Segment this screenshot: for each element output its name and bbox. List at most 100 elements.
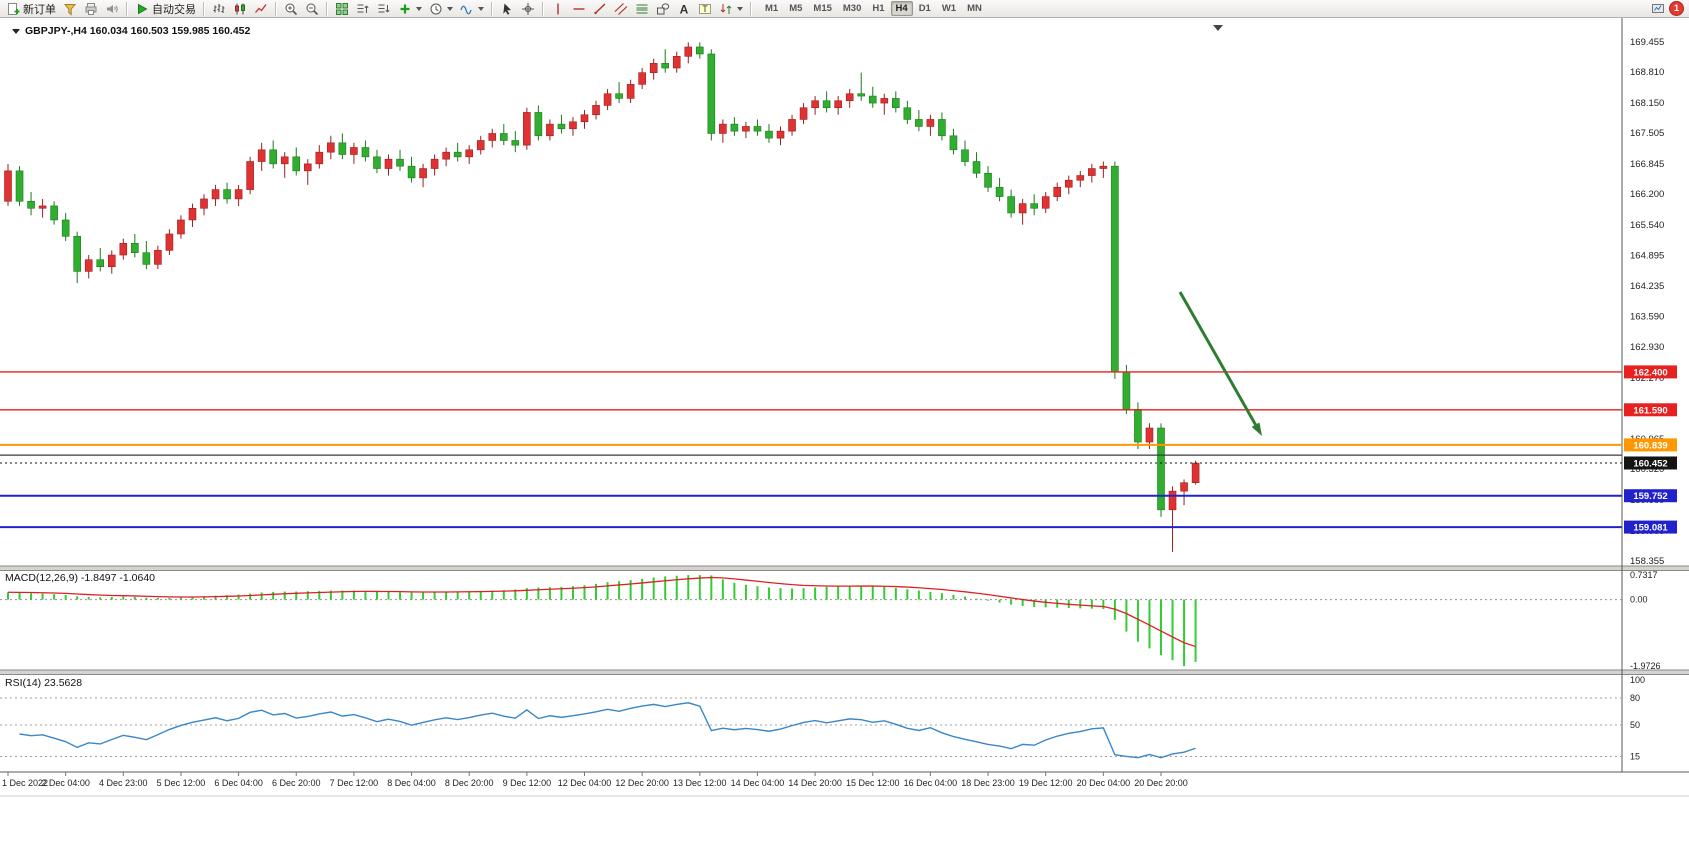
- trend-arrow-annotation[interactable]: [1178, 291, 1262, 436]
- text-t-icon: T: [698, 2, 712, 16]
- chart-title-text: GBPJPY-,H4 160.034 160.503 159.985 160.4…: [25, 25, 251, 37]
- toolbar-separator: [126, 1, 128, 16]
- candle-body: [223, 189, 231, 200]
- candle-body: [73, 236, 81, 272]
- panel-splitter[interactable]: [0, 566, 1689, 571]
- candle-body: [1076, 175, 1085, 181]
- cursor-icon: [500, 2, 514, 16]
- candle-body: [27, 200, 35, 209]
- toolbar-autotrading-label: 自动交易: [152, 3, 196, 16]
- svg-text:162.270: 162.270: [1630, 373, 1664, 384]
- toolbar-zoom-out-button[interactable]: [302, 0, 322, 18]
- svg-text:100: 100: [1630, 675, 1645, 685]
- candle-body: [350, 147, 358, 155]
- candle-body: [765, 130, 773, 139]
- toolbar-fibonacci-button[interactable]: [632, 0, 652, 18]
- svg-text:167.505: 167.505: [1630, 128, 1664, 139]
- toolbar-new-order-button[interactable]: 新订单: [3, 0, 59, 18]
- terminal-icon[interactable]: [1651, 2, 1665, 16]
- svg-text:6 Dec 20:00: 6 Dec 20:00: [272, 778, 321, 788]
- toolbar-arrows-button[interactable]: [716, 0, 746, 18]
- svg-text:162.930: 162.930: [1630, 342, 1664, 353]
- timeframe-switcher: M1 M5 M15 M30 H1 H4 D1 W1 MN: [760, 1, 987, 16]
- toolbar-trendline-button[interactable]: [590, 0, 610, 18]
- toolbar-vertical-line-button[interactable]: [548, 0, 568, 18]
- candle-body: [523, 112, 531, 146]
- toolbar-line-chart-mode-button[interactable]: [251, 0, 271, 18]
- candle-body: [788, 119, 796, 132]
- svg-text:18 Dec 23:00: 18 Dec 23:00: [961, 778, 1015, 788]
- toolbar-templates-button[interactable]: [457, 0, 487, 18]
- toolbar-crosshair-button[interactable]: [518, 0, 538, 18]
- svg-text:164.895: 164.895: [1630, 250, 1664, 261]
- toolbar-print-button[interactable]: [81, 0, 101, 18]
- candle-body: [961, 149, 969, 162]
- candle-body: [580, 114, 589, 123]
- svg-text:9 Dec 12:00: 9 Dec 12:00: [503, 778, 552, 788]
- timeframe-h4-button[interactable]: H4: [890, 1, 913, 16]
- candle-body: [1053, 186, 1062, 197]
- panel-splitter[interactable]: [0, 670, 1689, 675]
- candle-body: [742, 126, 750, 132]
- notification-badge[interactable]: 1: [1669, 1, 1684, 16]
- toolbar-candlestick-mode-button[interactable]: [230, 0, 250, 18]
- timeframe-mn-button[interactable]: MN: [967, 3, 982, 14]
- toolbar-zoom-in-button[interactable]: [281, 0, 301, 18]
- candle-body: [373, 156, 381, 169]
- toolbar-tile-windows-button[interactable]: [332, 0, 352, 18]
- svg-text:168.150: 168.150: [1630, 98, 1664, 109]
- chart-shift-marker-icon[interactable]: [1213, 25, 1223, 31]
- toolbar-shapes-button[interactable]: [653, 0, 673, 18]
- candle-body: [50, 205, 58, 221]
- svg-text:0.00: 0.00: [1630, 595, 1648, 605]
- play-icon: [135, 2, 149, 16]
- candle-body: [880, 98, 889, 104]
- toolbar-horizontal-line-button[interactable]: [569, 0, 589, 18]
- toolbar-alerts-button[interactable]: [102, 0, 122, 18]
- horizontal-lines[interactable]: [0, 371, 1622, 529]
- speaker-icon: [105, 2, 119, 16]
- candle-body: [695, 46, 704, 55]
- toolbar-bar-chart-mode-button[interactable]: [209, 0, 229, 18]
- candle-body: [972, 161, 981, 174]
- trendline-icon: [593, 2, 607, 16]
- candle-body: [142, 252, 151, 265]
- toolbar-track-chart-button[interactable]: [374, 0, 394, 18]
- timeframe-m5-button[interactable]: M5: [789, 3, 803, 14]
- toolbar-cursor-button[interactable]: [497, 0, 517, 18]
- toolbar-auto-arrange-button[interactable]: [353, 0, 373, 18]
- toolbar-periods-button[interactable]: [426, 0, 456, 18]
- toolbar-text-label-button[interactable]: T: [695, 0, 715, 18]
- timeframe-m15-button[interactable]: M15: [813, 3, 832, 14]
- dropdown-caret-icon: [447, 6, 453, 11]
- candle-body: [200, 198, 208, 209]
- toolbar-indicators-button[interactable]: [395, 0, 425, 18]
- toolbar-separator: [542, 1, 544, 16]
- channel-icon: [614, 2, 628, 16]
- candle-body: [534, 112, 543, 137]
- toolbar-channel-button[interactable]: [611, 0, 631, 18]
- toolbar-profiles-button[interactable]: [60, 0, 80, 18]
- zoom-out-icon: [305, 2, 319, 16]
- timeframe-m1-button[interactable]: M1: [765, 3, 779, 14]
- candle-body: [857, 93, 866, 97]
- candle-body: [15, 170, 24, 202]
- svg-text:14 Dec 04:00: 14 Dec 04:00: [731, 778, 785, 788]
- price-badge: [1624, 456, 1677, 470]
- doc-plus-icon: [6, 2, 20, 16]
- candle-body: [4, 170, 12, 202]
- timeframe-h1-button[interactable]: H1: [872, 3, 885, 14]
- toolbar-autotrading-button[interactable]: 自动交易: [132, 0, 199, 18]
- dropdown-caret-icon: [737, 6, 743, 11]
- toolbar-separator: [750, 1, 752, 16]
- symbol-dropdown-icon[interactable]: [12, 28, 20, 34]
- toolbar-text-button[interactable]: A: [674, 0, 694, 18]
- timeframe-m30-button[interactable]: M30: [842, 3, 862, 14]
- candle-body: [822, 100, 831, 109]
- svg-text:20 Dec 20:00: 20 Dec 20:00: [1134, 778, 1188, 788]
- timeframe-w1-button[interactable]: W1: [941, 3, 957, 14]
- timeframe-d1-button[interactable]: D1: [918, 3, 931, 14]
- candle-body: [280, 156, 289, 165]
